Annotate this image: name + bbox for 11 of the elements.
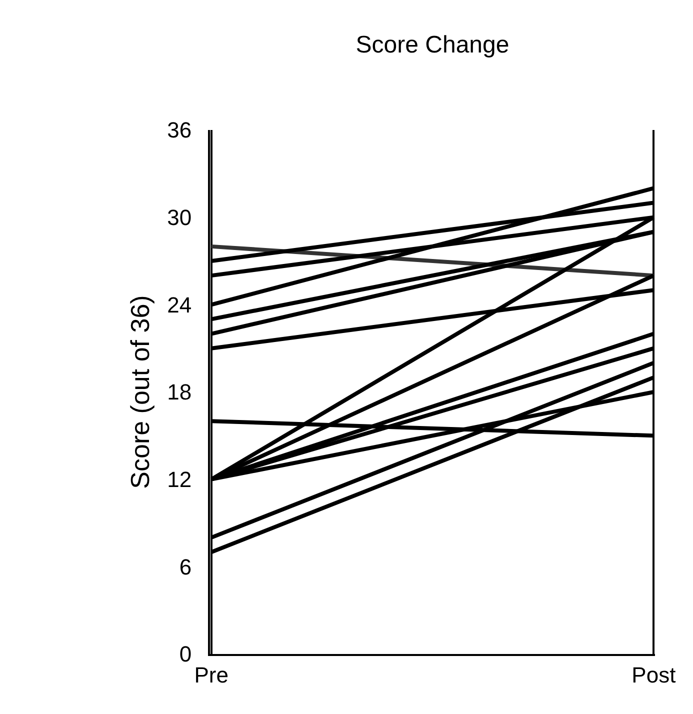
y-tick-label: 6 [179,554,192,580]
x-tick-label: Pre [194,662,228,688]
y-tick-label: 36 [167,118,192,143]
y-tick-label: 24 [167,292,192,318]
y-tick-label: 18 [167,380,192,405]
chart-title: Score Change [356,32,510,58]
y-axis-title: Score (out of 36) [125,295,156,489]
y-tick-label: 0 [179,642,192,667]
y-tick-label: 12 [167,467,192,492]
y-tick-label: 30 [167,205,192,230]
x-tick-label: Post [632,662,676,688]
